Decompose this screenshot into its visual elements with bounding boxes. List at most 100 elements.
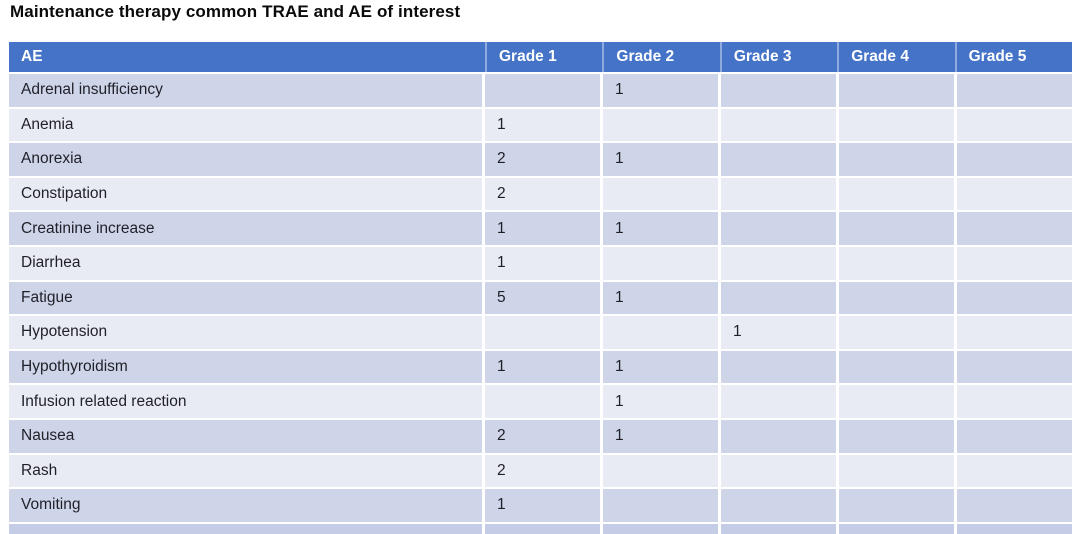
grade-cell: [721, 281, 836, 315]
grade-cell: 2: [485, 419, 600, 453]
grade-cell: [839, 177, 954, 211]
grade-cell: [957, 177, 1072, 211]
table-row: Adrenal insufficiency 1: [9, 74, 1072, 107]
ae-cell: Creatinine increase: [9, 212, 482, 245]
grade-cell: 2: [485, 177, 600, 211]
adverse-events-table: AE Grade 1 Grade 2 Grade 3 Grade 4 Grade 5 Ad…: [9, 42, 1072, 534]
grade-cell: [721, 246, 836, 280]
ae-cell: Adrenal insufficiency: [9, 74, 482, 107]
grade-cell: [603, 489, 718, 522]
grade-cell: [839, 316, 954, 349]
ae-cell: Anemia: [9, 108, 482, 142]
sliver-cell: [603, 523, 718, 534]
column-header: Grade 3: [719, 42, 837, 72]
ae-cell: Anorexia: [9, 143, 482, 176]
grade-cell: 1: [485, 246, 600, 280]
grade-cell: 1: [603, 385, 718, 418]
grade-cell: [721, 108, 836, 142]
grade-cell: [721, 143, 836, 176]
sliver-cell: [721, 523, 836, 534]
cutoff-row-sliver: [9, 523, 1072, 534]
ae-cell: Rash: [9, 454, 482, 488]
column-header: Grade 5: [954, 42, 1072, 72]
grade-cell: [721, 74, 836, 107]
table-row: Vomiting 1: [9, 489, 1072, 522]
table-row: Fatigue 5 1: [9, 281, 1072, 315]
ae-cell: Fatigue: [9, 281, 482, 315]
grade-cell: [721, 419, 836, 453]
grade-cell: [721, 177, 836, 211]
grade-cell: [603, 108, 718, 142]
grade-cell: [839, 350, 954, 384]
table-body: Adrenal insufficiency 1 Anemia 1 Anorexia 2 1 C…: [9, 74, 1072, 522]
grade-cell: [721, 385, 836, 418]
table-row: Infusion related reaction 1: [9, 385, 1072, 418]
table-row: Anorexia 2 1: [9, 143, 1072, 176]
grade-cell: [839, 454, 954, 488]
grade-cell: [957, 385, 1072, 418]
grade-cell: [957, 212, 1072, 245]
grade-cell: 1: [603, 350, 718, 384]
sliver-cell: [485, 523, 600, 534]
page-title: Maintenance therapy common TRAE and AE o…: [10, 2, 461, 21]
column-header: Grade 2: [602, 42, 719, 72]
grade-cell: [721, 212, 836, 245]
column-header: Grade 4: [837, 42, 954, 72]
ae-cell: Constipation: [9, 177, 482, 211]
grade-cell: [839, 385, 954, 418]
table-row: Creatinine increase 1 1: [9, 212, 1072, 245]
grade-cell: 1: [721, 316, 836, 349]
ae-cell: Hypotension: [9, 316, 482, 349]
grade-cell: 1: [603, 143, 718, 176]
grade-cell: 1: [603, 281, 718, 315]
grade-cell: 1: [485, 489, 600, 522]
table-row: Anemia 1: [9, 108, 1072, 142]
grade-cell: 5: [485, 281, 600, 315]
grade-cell: [485, 385, 600, 418]
grade-cell: [957, 246, 1072, 280]
grade-cell: [957, 281, 1072, 315]
table-row: Nausea 2 1: [9, 419, 1072, 453]
grade-cell: 1: [603, 212, 718, 245]
grade-cell: [957, 454, 1072, 488]
grade-cell: [957, 74, 1072, 107]
grade-cell: [839, 419, 954, 453]
table-row: Diarrhea 1: [9, 246, 1072, 280]
ae-cell: Nausea: [9, 419, 482, 453]
grade-cell: [721, 350, 836, 384]
grade-cell: [957, 419, 1072, 453]
grade-cell: [721, 489, 836, 522]
grade-cell: [839, 489, 954, 522]
grade-cell: [839, 143, 954, 176]
grade-cell: 1: [485, 212, 600, 245]
grade-cell: [839, 212, 954, 245]
grade-cell: 1: [485, 108, 600, 142]
column-header: AE: [21, 48, 43, 65]
grade-cell: [839, 74, 954, 107]
ae-cell: Diarrhea: [9, 246, 482, 280]
grade-cell: [485, 74, 600, 107]
table-row: Constipation 2: [9, 177, 1072, 211]
grade-cell: [603, 177, 718, 211]
grade-cell: 1: [485, 350, 600, 384]
grade-cell: [603, 454, 718, 488]
table-row: Hypothyroidism 1 1: [9, 350, 1072, 384]
sliver-cell: [9, 523, 482, 534]
grade-cell: [957, 350, 1072, 384]
table-row: Rash 2: [9, 454, 1072, 488]
grade-cell: [721, 454, 836, 488]
grade-cell: [957, 489, 1072, 522]
grade-cell: [839, 281, 954, 315]
grade-cell: [957, 316, 1072, 349]
sliver-cell: [957, 523, 1072, 534]
ae-cell: Infusion related reaction: [9, 385, 482, 418]
ae-cell: Hypothyroidism: [9, 350, 482, 384]
grade-cell: [603, 316, 718, 349]
grade-cell: [957, 143, 1072, 176]
grade-cell: [957, 108, 1072, 142]
table-header-row: AE Grade 1 Grade 2 Grade 3 Grade 4 Grade 5: [9, 42, 1072, 72]
grade-cell: 1: [603, 74, 718, 107]
table-row: Hypotension 1: [9, 316, 1072, 349]
grade-cell: [603, 246, 718, 280]
column-header: Grade 1: [485, 42, 602, 72]
